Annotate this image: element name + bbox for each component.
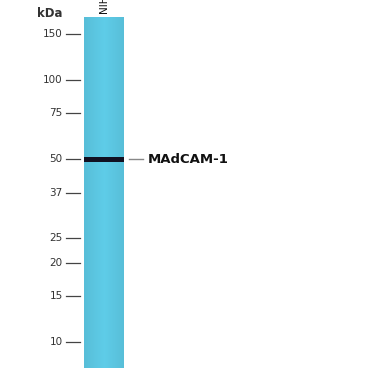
Bar (118, 17, 119, 368)
Bar (107, 17, 108, 368)
Bar (118, 17, 119, 368)
Bar (87, 17, 88, 368)
Bar (100, 17, 102, 368)
Bar (89, 17, 90, 368)
Bar (121, 17, 122, 368)
Bar (113, 17, 114, 368)
Bar (123, 17, 124, 368)
Bar (122, 17, 123, 368)
Bar (95, 17, 96, 368)
Text: 50: 50 (50, 154, 63, 164)
Text: 15: 15 (50, 291, 63, 301)
Bar (120, 17, 121, 368)
Bar (114, 17, 115, 368)
Bar (105, 17, 106, 368)
Bar (89, 17, 90, 368)
Bar (87, 17, 88, 368)
Bar (100, 17, 101, 368)
Text: 25: 25 (50, 233, 63, 243)
Bar (85, 17, 86, 368)
Bar (98, 17, 99, 368)
Bar (119, 17, 120, 368)
Bar (106, 17, 107, 368)
Text: 100: 100 (43, 75, 63, 86)
Bar (91, 17, 92, 368)
Bar (104, 17, 105, 368)
Bar (114, 17, 115, 368)
Text: kDa: kDa (37, 7, 63, 20)
Bar (101, 17, 102, 368)
Text: MAdCAM-1: MAdCAM-1 (148, 153, 229, 166)
Bar (116, 17, 117, 368)
Bar (96, 17, 97, 368)
Bar (123, 17, 124, 368)
Bar (109, 17, 110, 368)
Bar (86, 17, 87, 368)
Bar (103, 17, 104, 368)
Bar (122, 17, 123, 368)
Bar (93, 17, 94, 368)
Bar (92, 17, 93, 368)
Bar (119, 17, 120, 368)
Text: 75: 75 (50, 108, 63, 118)
Bar (113, 17, 114, 368)
Bar (108, 17, 109, 368)
Bar (117, 17, 118, 368)
Bar (92, 17, 93, 368)
Text: NIH-3T3: NIH-3T3 (99, 0, 109, 13)
Bar (84, 157, 124, 162)
Bar (111, 17, 112, 368)
Bar (93, 17, 94, 368)
Bar (102, 17, 103, 368)
Bar (98, 17, 99, 368)
Bar (117, 17, 118, 368)
Bar (115, 17, 116, 368)
Bar (112, 17, 113, 368)
Bar (90, 17, 91, 368)
Bar (103, 17, 104, 368)
Bar (112, 17, 113, 368)
Bar (95, 17, 96, 368)
Bar (86, 17, 87, 368)
Bar (121, 17, 122, 368)
Bar (105, 17, 106, 368)
Bar (94, 17, 95, 368)
Text: 37: 37 (50, 189, 63, 198)
Bar (97, 17, 98, 368)
Bar (106, 17, 107, 368)
Text: 20: 20 (50, 258, 63, 268)
Bar (111, 17, 112, 368)
Bar (90, 17, 91, 368)
Bar (110, 17, 111, 368)
Bar (97, 17, 98, 368)
Bar (120, 17, 121, 368)
Bar (116, 17, 117, 368)
Bar (91, 17, 92, 368)
Text: 150: 150 (43, 29, 63, 39)
Text: 10: 10 (50, 337, 63, 347)
Bar (84, 17, 85, 368)
Bar (99, 17, 100, 368)
Bar (96, 17, 97, 368)
Bar (108, 17, 109, 368)
Bar (88, 17, 89, 368)
